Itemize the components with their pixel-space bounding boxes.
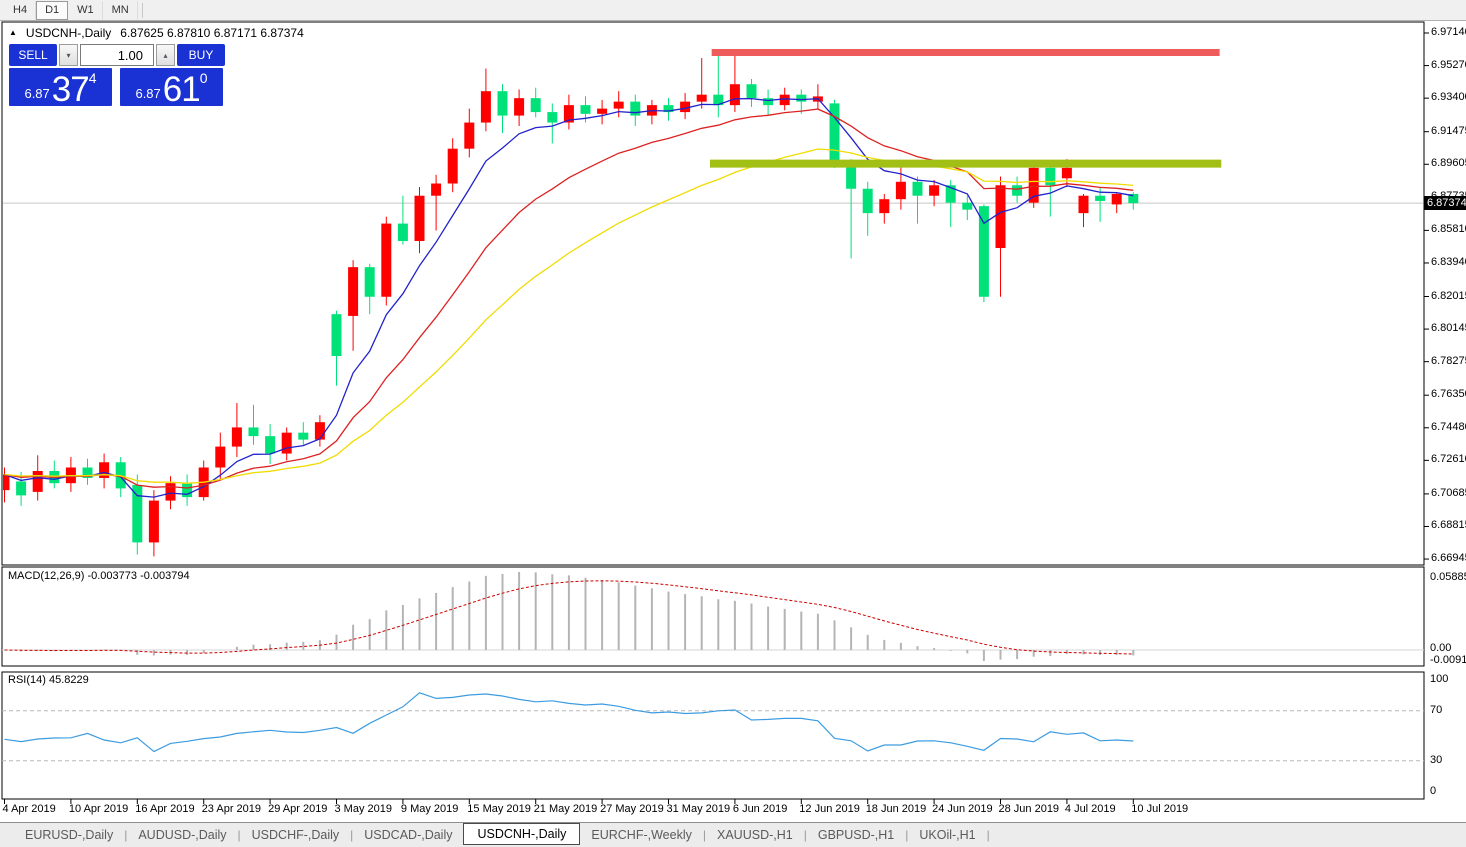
price-axis-label: 6.89605 bbox=[1431, 157, 1466, 170]
tab-separator: | bbox=[986, 828, 990, 842]
date-axis-label: 6 Jun 2019 bbox=[732, 803, 788, 815]
date-axis-label: 29 Apr 2019 bbox=[268, 803, 328, 815]
tab-separator: | bbox=[803, 828, 807, 842]
price-axis-label: 6.80145 bbox=[1431, 322, 1466, 335]
date-axis-label: 4 Jul 2019 bbox=[1064, 803, 1116, 815]
date-axis-label: 4 Apr 2019 bbox=[2, 803, 56, 815]
rsi-axis-label: 30 bbox=[1430, 753, 1443, 766]
date-axis-label: 18 Jun 2019 bbox=[865, 803, 927, 815]
price-axis-label: 6.66945 bbox=[1431, 552, 1466, 565]
date-axis-label: 15 May 2019 bbox=[467, 803, 531, 815]
rsi-axis-label: 70 bbox=[1430, 703, 1443, 716]
macd-axis-label: 0.00 bbox=[1430, 642, 1452, 654]
tab-audusd-daily[interactable]: AUDUSD-,Daily bbox=[138, 828, 227, 842]
date-axis-label: 12 Jun 2019 bbox=[799, 803, 860, 815]
date-axis-label: 3 May 2019 bbox=[334, 803, 392, 815]
date-axis-label: 16 Apr 2019 bbox=[135, 803, 195, 815]
tab-eurusd-daily[interactable]: EURUSD-,Daily bbox=[25, 828, 114, 842]
price-axis-label: 6.95270 bbox=[1431, 58, 1466, 71]
tab-usdchf-daily[interactable]: USDCHF-,Daily bbox=[251, 828, 340, 842]
macd-axis-label: -0.009116 bbox=[1430, 654, 1466, 666]
date-axis-label: 28 Jun 2019 bbox=[998, 803, 1060, 815]
date-axis-label: 10 Jul 2019 bbox=[1131, 803, 1189, 815]
buy-button[interactable]: BUY bbox=[177, 44, 225, 66]
symbol-tab-bar: EURUSD-,Daily | AUDUSD-,Daily | USDCHF-,Dail… bbox=[0, 822, 1466, 847]
tab-separator: | bbox=[350, 828, 354, 842]
chart-header: ▲ USDCNH-,Daily 6.87625 6.87810 6.87171 … bbox=[9, 26, 304, 40]
sell-price-sup: 4 bbox=[88, 70, 97, 86]
buy-price-big: 61 bbox=[162, 70, 201, 109]
date-axis-label: 9 May 2019 bbox=[400, 803, 459, 815]
volume-increase-button[interactable]: ▴ bbox=[156, 44, 175, 66]
rsi-axis-label: 100 bbox=[1430, 673, 1449, 685]
sell-price-prefix: 6.87 bbox=[24, 86, 50, 101]
sell-price-big: 37 bbox=[51, 70, 90, 109]
price-axis-label: 6.72610 bbox=[1431, 453, 1466, 466]
tab-gbpusd-h1[interactable]: GBPUSD-,H1 bbox=[817, 828, 895, 842]
tab-eurchf-weekly[interactable]: EURCHF-,Weekly bbox=[591, 828, 692, 842]
tab-ukoil-h1[interactable]: UKOil-,H1 bbox=[919, 828, 976, 842]
tab-separator: | bbox=[237, 828, 241, 842]
tab-separator: | bbox=[905, 828, 909, 842]
timeframe-toolbar: H4 D1 W1 MN bbox=[0, 0, 1466, 21]
price-axis-label: 6.91475 bbox=[1431, 124, 1466, 137]
tab-xauusd-h1[interactable]: XAUUSD-,H1 bbox=[717, 828, 793, 842]
buy-price-prefix: 6.87 bbox=[135, 86, 161, 101]
timeframe-button-d1[interactable]: D1 bbox=[36, 0, 69, 20]
sell-price-box[interactable]: 6.87 37 4 bbox=[9, 68, 112, 109]
date-axis-label: 24 Jun 2019 bbox=[932, 803, 993, 815]
date-axis-label: 21 May 2019 bbox=[533, 803, 598, 815]
timeframe-button-w1[interactable]: W1 bbox=[68, 0, 103, 20]
price-axis-label: 6.93400 bbox=[1431, 91, 1466, 104]
date-axis-label: 10 Apr 2019 bbox=[68, 803, 129, 815]
toolbar-separator bbox=[141, 2, 143, 18]
volume-input[interactable] bbox=[80, 44, 154, 66]
sell-button[interactable]: SELL bbox=[9, 44, 57, 66]
macd-indicator-label: MACD(12,26,9) -0.003773 -0.003794 bbox=[8, 570, 190, 582]
volume-decrease-button[interactable]: ▾ bbox=[59, 44, 78, 66]
buy-price-sup: 0 bbox=[199, 70, 208, 86]
price-axis-label: 6.76350 bbox=[1431, 388, 1466, 401]
rsi-axis-label: 0 bbox=[1430, 785, 1437, 797]
date-axis-label: 31 May 2019 bbox=[666, 803, 731, 815]
price-axis-label: 6.78275 bbox=[1431, 354, 1466, 367]
collapse-arrow-icon[interactable]: ▲ bbox=[9, 27, 17, 37]
rsi-indicator-label: RSI(14) 45.8229 bbox=[8, 674, 89, 686]
price-axis-label: 6.97140 bbox=[1431, 26, 1466, 38]
date-axis-label: 27 May 2019 bbox=[600, 803, 664, 815]
tab-separator: | bbox=[124, 828, 128, 842]
macd-axis-label: 0.058851 bbox=[1430, 571, 1466, 583]
tab-separator: | bbox=[702, 828, 706, 842]
price-axis-label: 6.85810 bbox=[1431, 223, 1466, 236]
price-axis-label: 6.70685 bbox=[1431, 486, 1466, 499]
current-price-tag: 6.87374 bbox=[1424, 196, 1466, 210]
tab-usdcnh-daily[interactable]: USDCNH-,Daily bbox=[463, 823, 581, 845]
chart-ohlc-values: 6.87625 6.87810 6.87171 6.87374 bbox=[120, 26, 304, 40]
one-click-trade-panel: SELL ▾ ▴ BUY 6.87 37 4 6.87 61 0 bbox=[9, 44, 229, 109]
timeframe-button-mn[interactable]: MN bbox=[103, 0, 138, 20]
timeframe-button-h4[interactable]: H4 bbox=[4, 0, 37, 20]
price-axis-label: 6.68815 bbox=[1431, 519, 1466, 532]
price-axis-label: 6.82015 bbox=[1431, 289, 1466, 302]
price-axis-label: 6.74480 bbox=[1431, 420, 1466, 433]
price-axis-label: 6.83940 bbox=[1431, 255, 1466, 268]
buy-price-box[interactable]: 6.87 61 0 bbox=[120, 68, 223, 109]
tab-usdcad-daily[interactable]: USDCAD-,Daily bbox=[364, 828, 453, 842]
date-axis-label: 23 Apr 2019 bbox=[201, 803, 262, 815]
chart-symbol-label: USDCNH-,Daily bbox=[25, 26, 112, 40]
